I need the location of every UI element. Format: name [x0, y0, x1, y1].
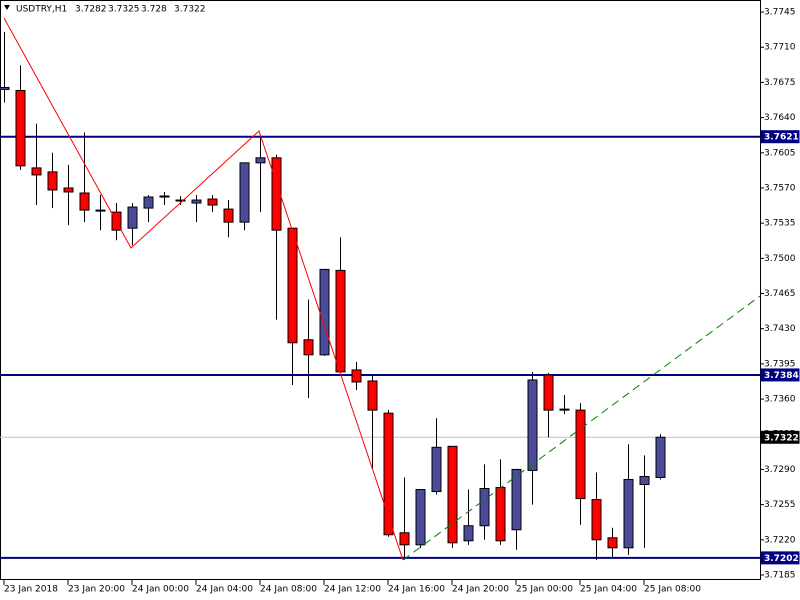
candle-body	[575, 409, 586, 500]
candle-body	[207, 198, 218, 206]
candle-body	[239, 162, 250, 223]
x-tick-label: 24 Jan 00:00	[132, 585, 189, 595]
x-tick-label: 25 Jan 08:00	[644, 585, 701, 595]
candle-body	[479, 488, 490, 527]
candle-body	[623, 478, 634, 549]
candle-body	[0, 86, 10, 90]
y-tick-label: 3.7570	[764, 183, 796, 193]
x-tick-label: 24 Jan 04:00	[196, 585, 253, 595]
price-label-box	[760, 368, 800, 382]
candle-body	[431, 446, 442, 493]
price-label: 3.7202	[764, 554, 799, 564]
candle-body	[655, 436, 666, 478]
y-tick-label: 3.7360	[764, 395, 796, 405]
candle-body	[287, 227, 298, 344]
candle-body	[511, 468, 522, 531]
x-tick-label: 23 Jan 2018	[4, 585, 58, 595]
y-tick-label: 3.7255	[764, 500, 796, 510]
candle-body	[351, 369, 362, 383]
candle-body	[63, 187, 74, 193]
candle-body	[303, 339, 314, 356]
x-tick-label: 24 Jan 08:00	[260, 585, 317, 595]
candle-body	[255, 157, 266, 164]
ohlc-close: 3.7322	[174, 5, 206, 15]
candle-body	[383, 412, 394, 536]
price-label: 3.7322	[764, 433, 799, 443]
y-tick-label: 3.7500	[764, 254, 796, 264]
candle-body	[143, 196, 154, 209]
candle-body	[95, 209, 106, 212]
y-tick-label: 3.7465	[764, 289, 796, 299]
candle-body	[399, 532, 410, 546]
candle-body	[495, 487, 506, 542]
ohlc-open: 3.7282	[75, 5, 107, 15]
y-tick-label: 3.7605	[764, 148, 796, 158]
y-tick-label: 3.7430	[764, 324, 796, 334]
x-tick-label: 25 Jan 00:00	[516, 585, 573, 595]
candle-body	[223, 208, 234, 223]
candle-body	[271, 157, 282, 231]
candle-body	[447, 445, 458, 544]
candle-body	[319, 268, 330, 356]
price-label-box	[760, 130, 800, 144]
candle-body	[159, 195, 170, 198]
candle-body	[335, 269, 346, 373]
candle-body	[527, 379, 538, 471]
x-tick-label: 23 Jan 20:00	[68, 585, 125, 595]
candle-body	[47, 171, 58, 191]
x-tick-label: 24 Jan 12:00	[324, 585, 381, 595]
plot-frame	[0, 0, 761, 580]
candle-body	[639, 475, 650, 486]
price-label: 3.7621	[764, 133, 799, 143]
candle-body	[15, 89, 26, 167]
ohlc-high: 3.7325	[108, 5, 140, 15]
y-tick-label: 3.7395	[764, 359, 796, 369]
chart-title: USDTRY,H1	[16, 5, 67, 15]
y-tick-label: 3.7745	[764, 8, 796, 18]
price-label-box	[760, 430, 800, 444]
candle-body	[591, 499, 602, 541]
y-tick-label: 3.7290	[764, 465, 796, 475]
candle-body	[559, 408, 570, 411]
price-label-box	[760, 551, 800, 565]
menu-arrow[interactable]	[4, 5, 10, 10]
candle-body	[463, 525, 474, 542]
x-tick-label: 25 Jan 04:00	[580, 585, 637, 595]
candle-body	[175, 199, 186, 202]
candle-body	[543, 374, 554, 411]
candle-body	[607, 537, 618, 549]
candle-body	[79, 192, 90, 211]
price-label: 3.7384	[764, 371, 799, 381]
x-tick-label: 24 Jan 16:00	[388, 585, 445, 595]
x-tick-label: 24 Jan 20:00	[452, 585, 509, 595]
y-tick-label: 3.7535	[764, 219, 796, 229]
y-tick-label: 3.7220	[764, 535, 796, 545]
trend-line	[402, 295, 761, 561]
candle-body	[415, 489, 426, 546]
y-tick-label: 3.7675	[764, 78, 796, 88]
candle-body	[367, 380, 378, 411]
y-tick-label: 3.7640	[764, 113, 796, 123]
candle-body	[31, 167, 42, 176]
ohlc-low: 3.728	[141, 5, 167, 15]
candle-body	[127, 206, 138, 229]
y-tick-label: 3.7185	[764, 570, 796, 580]
zigzag	[3, 17, 404, 561]
candle-body	[191, 199, 202, 204]
y-tick-label: 3.7710	[764, 43, 796, 53]
